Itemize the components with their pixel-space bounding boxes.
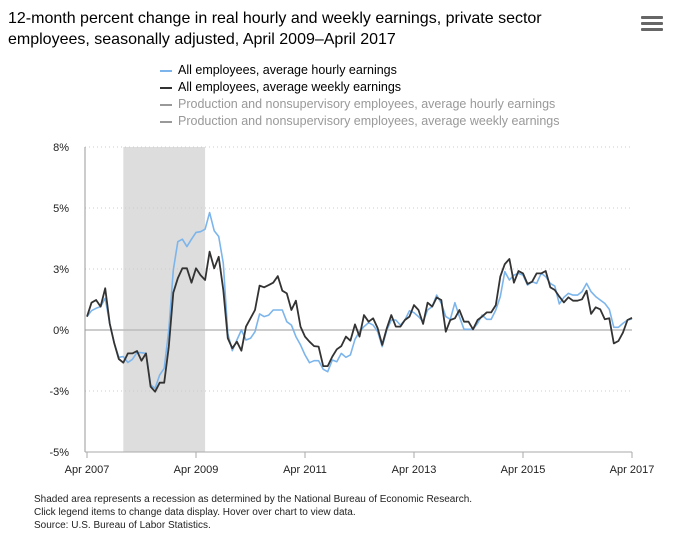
note-instructions: Click legend items to change data displa… (34, 507, 356, 518)
y-tick-label: -3% (49, 386, 69, 398)
legend-swatch (160, 103, 172, 106)
footnotes: Shaded area represents a recession as de… (34, 493, 472, 532)
hamburger-menu-icon[interactable] (641, 16, 663, 34)
x-tick-label: Apr 2009 (174, 464, 219, 476)
series-weekly (86, 250, 633, 393)
legend-item-production-weekly[interactable]: Production and nonsupervisory employees,… (160, 113, 559, 130)
x-tick-label: Apr 2011 (283, 464, 327, 476)
x-tick-label: Apr 2015 (501, 464, 546, 476)
legend-label: Production and nonsupervisory employees,… (178, 97, 556, 111)
recession-shade (123, 147, 206, 452)
note-recession: Shaded area represents a recession as de… (34, 494, 473, 505)
legend-swatch (160, 86, 172, 89)
x-tick-label: Apr 2017 (610, 464, 655, 476)
y-tick-label: 5% (53, 203, 69, 215)
legend-swatch (160, 69, 172, 72)
legend-item-all-weekly[interactable]: All employees, average weekly earnings (160, 79, 559, 96)
note-source: Source: U.S. Bureau of Labor Statistics. (34, 520, 211, 531)
y-tick-label: -5% (49, 447, 69, 459)
y-tick-label: 0% (53, 325, 69, 337)
legend: All employees, average hourly earnings A… (160, 62, 559, 130)
series-line (86, 250, 633, 393)
x-tick-label: Apr 2013 (392, 464, 437, 476)
chart-title: 12-month percent change in real hourly a… (8, 10, 542, 48)
plot-area[interactable]: 8% 5% 3% 0% -3% -5% Apr 2007 Apr 2009 Apr 2011 Ap… (0, 0, 684, 490)
legend-swatch (160, 120, 172, 123)
legend-item-all-hourly[interactable]: All employees, average hourly earnings (160, 62, 559, 79)
legend-label: All employees, average weekly earnings (178, 80, 402, 94)
legend-label: Production and nonsupervisory employees,… (178, 114, 560, 128)
legend-item-production-hourly[interactable]: Production and nonsupervisory employees,… (160, 96, 559, 113)
y-tick-label: 8% (53, 142, 69, 154)
legend-label: All employees, average hourly earnings (178, 63, 397, 77)
y-tick-label: 3% (53, 264, 69, 276)
x-tick-label: Apr 2007 (65, 464, 110, 476)
